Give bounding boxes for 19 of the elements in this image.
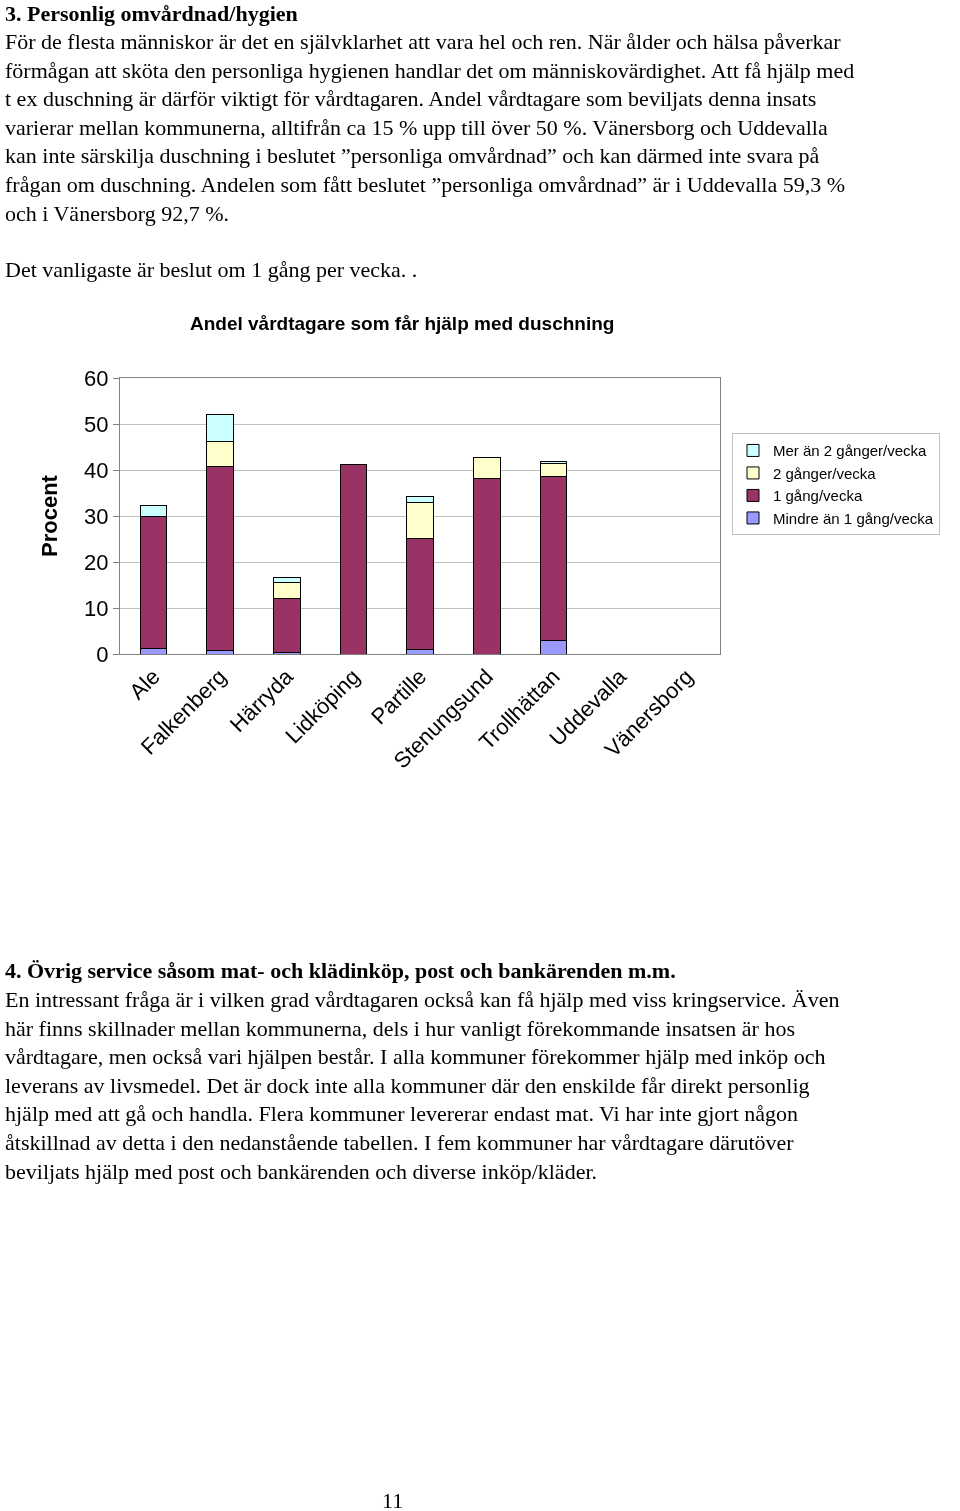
y-tick-label: 50 <box>84 411 109 437</box>
legend-label: 1 gång/vecka <box>773 487 863 505</box>
text: För de flesta människor är det en självklarhet att vara hel och ren. När ålder och hälsa påverkar förmågan att sköta den personliga hygienen handlar det om människovärdighet. Att få hjälp med t ex duschning är därför viktigt för vårdtagaren. Andel vårdtagare som beviljats denna insats varierar mellan kommunerna, alltifrån ca 15 % upp till över 50 %. Vänersborg och Uddevalla kan inte särskilja duschning i beslutet ”personliga omvårdnad” och kan därmed inte svara på frågan om duschning. Andelen som fått beslutet ”personliga omvårdnad” är i Uddevalla 59,3 % och i Vänersborg 92,7 %. <box>5 28 855 228</box>
text: 11 <box>382 1487 404 1511</box>
text: En intressant fråga är i vilken grad vårdtagaren också kan få hjälp med viss kringservice. Även här finns skillnader mellan kommunerna, dels i hur vanligt förekommande insatsen är hos vårdtagare, men också vari hjälpen består. I alla kommuner förekommer hjälp med inköp och leverans av livsmedel. Det är dock inte alla kommuner där den enskilde får direkt personlig hjälp med att gå och handla. Flera kommuner levererar endast mat. Vi har inte gjort någon åtskillnad av detta i den nedanstående tabellen. I fem kommuner har vårdtagare därutöver beviljats hjälp med post och bankärenden och diverse inköp/kläder. <box>5 986 841 1186</box>
y-tick-label: 20 <box>84 549 109 575</box>
legend-label: Mindre än 1 gång/vecka <box>773 509 934 527</box>
y-tick-label: 60 <box>84 365 109 391</box>
y-tick-label: 10 <box>84 595 109 621</box>
chart-title: Andel vårdtagare som får hjälp med duschning <box>190 312 615 334</box>
legend-label: 2 gånger/vecka <box>773 464 877 482</box>
y-tick-label: 0 <box>96 641 109 667</box>
legend-label: Mer än 2 gånger/vecka <box>773 442 928 460</box>
text: 4. Övrig service såsom mat- och klädinköp, post och bankärenden m.m. <box>5 957 677 985</box>
y-tick-label: 40 <box>84 457 109 483</box>
text: 3. Personlig omvårdnad/hygien <box>5 0 299 28</box>
y-tick-label: 30 <box>84 503 109 529</box>
text: Det vanligaste är beslut om 1 gång per vecka. . <box>5 256 419 284</box>
y-axis-title: Procent <box>36 474 62 557</box>
